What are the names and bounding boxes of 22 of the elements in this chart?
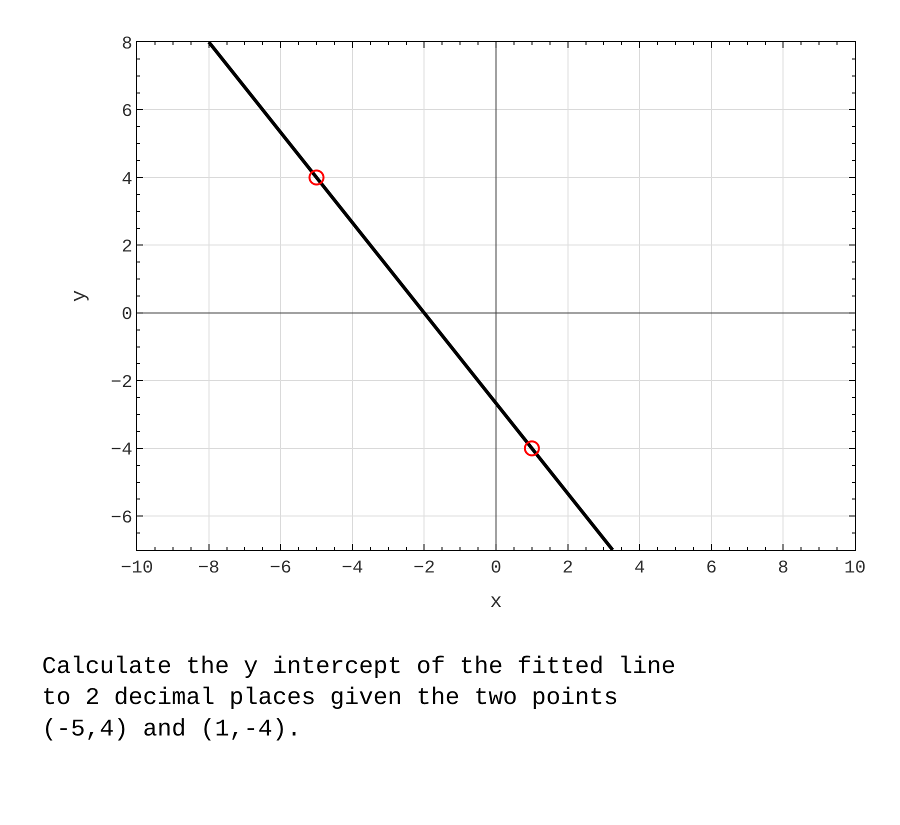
text: Calculate the y intercept of the fitted line to 2 decimal places given the two points (-5,4) and (1,-4). <box>42 654 676 744</box>
x-tick-label: 4 <box>634 558 646 579</box>
y-tick-label: 6 <box>122 102 132 122</box>
y-tick-label: −6 <box>110 508 132 528</box>
x-tick-label: 2 <box>562 558 574 579</box>
x-tick-label: −4 <box>342 558 364 579</box>
y-tick-label: 4 <box>122 170 132 190</box>
y-tick-label: 0 <box>122 305 132 326</box>
y-tick-label: 8 <box>122 34 132 54</box>
x-tick-label: −6 <box>270 558 292 579</box>
x-tick-label: 0 <box>490 558 502 579</box>
y-tick-label: 2 <box>122 238 132 258</box>
x-axis-title: x <box>490 591 502 614</box>
x-tick-label: −2 <box>413 558 436 579</box>
y-axis-title: y <box>68 290 92 302</box>
x-tick-label: −8 <box>198 558 220 579</box>
x-tick-label: 6 <box>706 558 717 579</box>
y-tick-label: −4 <box>110 440 132 461</box>
y-tick-label: −2 <box>110 372 132 393</box>
x-tick-label: 8 <box>778 558 789 579</box>
x-tick-label: 10 <box>844 558 866 579</box>
x-tick-label: −10 <box>120 558 154 579</box>
